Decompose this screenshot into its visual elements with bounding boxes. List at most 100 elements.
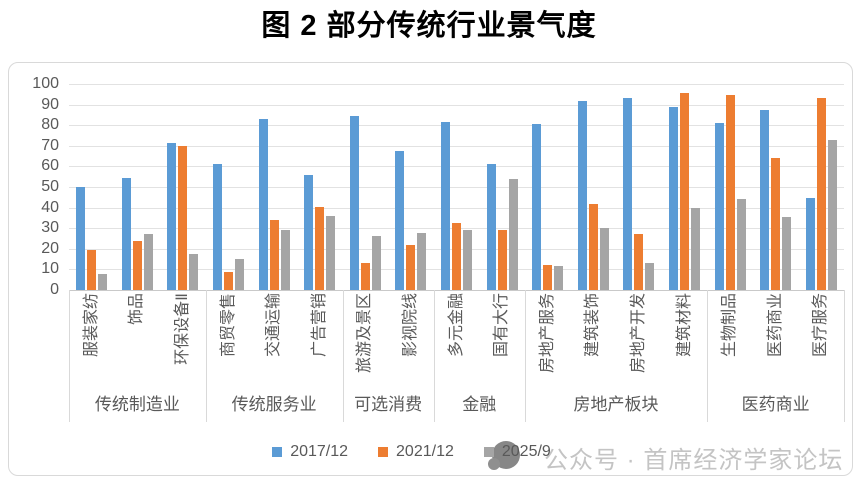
chart-area: 0 10 20 30 40 50 60 70 80 90 100 服装家纺 饰品 环保设备Ⅱ 商贸零售 交通… [8, 62, 853, 476]
bar [588, 203, 598, 290]
bar [714, 123, 724, 290]
category-label-cell: 建筑材料 [662, 290, 708, 392]
group-label: 金融 [462, 395, 497, 414]
category-label-cell: 广告营销 [297, 290, 343, 392]
category-label-cell: 环保设备Ⅱ [160, 290, 206, 392]
bar [725, 95, 735, 290]
category-bars [799, 84, 845, 290]
axis-separator [844, 290, 845, 422]
y-tick-label: 30 [41, 219, 59, 237]
bar [771, 158, 781, 290]
gridline [69, 145, 844, 147]
bar [143, 234, 153, 290]
category-label: 影视院线 [401, 293, 419, 358]
legend-swatch-icon [483, 447, 494, 457]
speech-bubble-logo-tail-icon [488, 458, 500, 470]
bar [121, 177, 131, 290]
category-label: 房地产开发 [629, 293, 647, 374]
category-label: 广告营销 [310, 293, 328, 358]
bar [395, 150, 405, 290]
gridline [69, 125, 844, 127]
bar [691, 207, 701, 290]
category-label: 饰品 [128, 293, 146, 326]
bar [87, 249, 97, 290]
category-axis: 服装家纺 饰品 环保设备Ⅱ 商贸零售 交通运输 广告营销 旅游及景区 影视院线 多元金融 国有大行… [69, 290, 844, 392]
category-label: 医疗服务 [812, 293, 830, 358]
category-bars [388, 84, 434, 290]
bar [167, 142, 177, 290]
bar [280, 230, 290, 290]
axis-separator [707, 290, 709, 422]
category-label: 建筑材料 [675, 293, 693, 358]
group-label: 传统制造业 [94, 395, 180, 414]
axis-separator [342, 290, 344, 422]
legend: 2017/12 2021/12 2025/9 [69, 443, 844, 461]
bar [577, 100, 587, 290]
bar [645, 263, 655, 290]
category-label: 多元金融 [447, 293, 465, 358]
category-label: 国有大行 [493, 293, 511, 358]
bar [315, 206, 325, 290]
category-label-cell: 服装家纺 [69, 290, 115, 392]
bar [360, 263, 370, 290]
category-label-cell: 房地产服务 [525, 290, 571, 392]
bar [269, 220, 279, 290]
bar [98, 273, 108, 290]
category-label: 房地产服务 [538, 293, 556, 374]
legend-label: 2021/12 [396, 443, 454, 460]
group-label: 房地产板块 [573, 395, 659, 414]
category-label-cell: 商贸零售 [206, 290, 252, 392]
category-label: 建筑装饰 [584, 293, 602, 358]
bar [441, 122, 451, 290]
bar [634, 234, 644, 290]
category-label: 生物制品 [721, 293, 739, 358]
watermark-text: 公众号 · 首席经济学家论坛 [544, 447, 844, 474]
category-bars [662, 84, 708, 290]
y-tick-label: 40 [41, 198, 59, 216]
category-label: 服装家纺 [82, 293, 100, 358]
bar [736, 199, 746, 290]
category-bars [707, 84, 753, 290]
bar [680, 93, 690, 290]
category-label-cell: 生物制品 [707, 290, 753, 392]
legend-swatch-icon [272, 447, 283, 457]
y-tick-label: 80 [41, 116, 59, 134]
bar [189, 254, 199, 290]
category-label-cell: 医疗服务 [799, 290, 845, 392]
axis-separator [433, 290, 435, 422]
bar [326, 215, 336, 290]
category-bars [297, 84, 343, 290]
gridline [69, 104, 844, 106]
gridline [69, 207, 844, 209]
category-bars [479, 84, 525, 290]
category-label-cell: 饰品 [115, 290, 161, 392]
y-tick-label: 20 [41, 239, 59, 257]
legend-label: 2025/9 [501, 443, 551, 460]
category-bars [160, 84, 206, 290]
legend-label: 2017/12 [290, 443, 349, 460]
category-label-cell: 多元金融 [434, 290, 480, 392]
bar [132, 240, 142, 290]
gridline [69, 166, 844, 168]
category-bars [571, 84, 617, 290]
category-label-cell: 交通运输 [251, 290, 297, 392]
y-tick-label: 10 [41, 260, 59, 278]
bar [508, 178, 518, 290]
bar [816, 98, 826, 290]
axis-separator [524, 290, 526, 422]
bar [623, 98, 633, 290]
bar [235, 259, 245, 290]
category-bars [753, 84, 799, 290]
bar [532, 124, 542, 290]
bar [486, 164, 496, 290]
bar [669, 106, 679, 290]
bar [76, 187, 86, 290]
category-label: 旅游及景区 [356, 293, 374, 374]
y-tick-label: 90 [41, 95, 59, 113]
chart-title: 图 2 部分传统行业景气度 [261, 10, 597, 42]
gridline [69, 84, 844, 85]
y-tick-label: 0 [50, 281, 59, 298]
bar [463, 230, 473, 290]
category-label-cell: 旅游及景区 [343, 290, 389, 392]
category-label-cell: 影视院线 [388, 290, 434, 392]
